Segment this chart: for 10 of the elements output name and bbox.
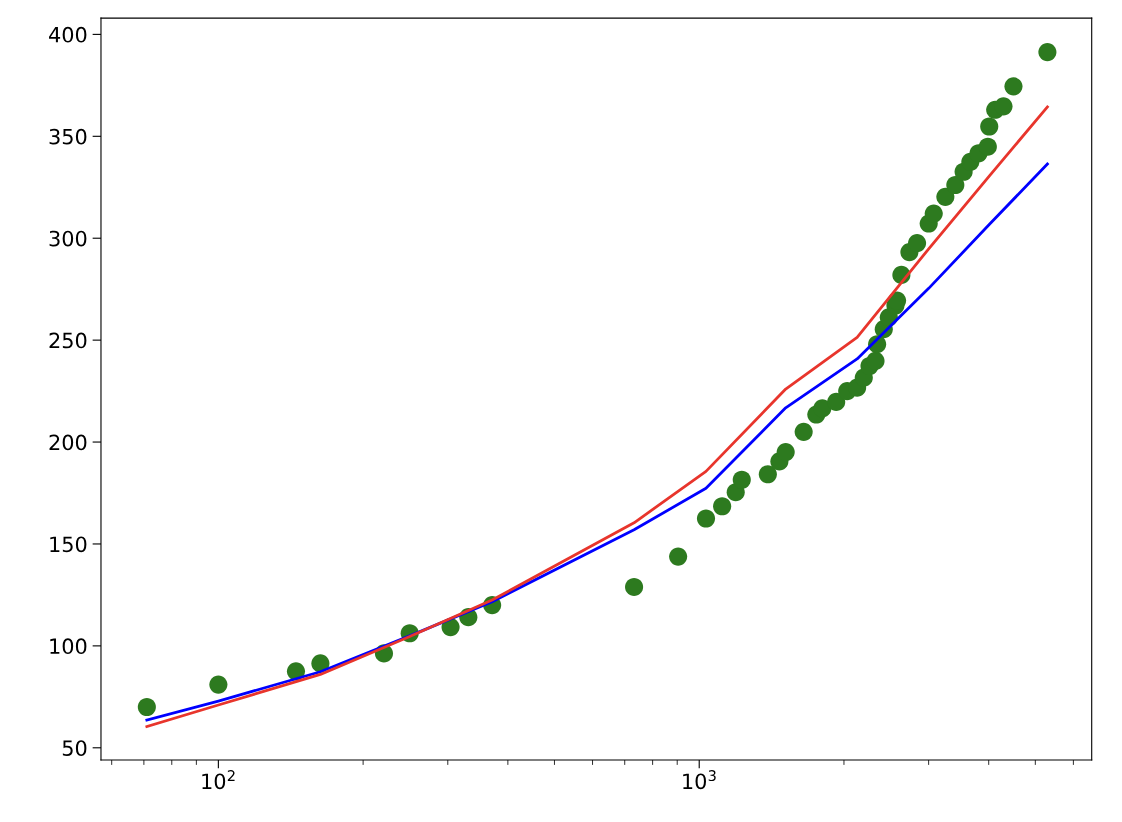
y-tick-label: 350 (49, 128, 87, 145)
y-tick-label: 300 (49, 230, 87, 247)
x-tick-label: 10$^{3}$ (683, 770, 716, 790)
x-tick-label: 10$^{2}$ (202, 770, 235, 790)
y-tick-label: 100 (50, 638, 87, 655)
y-tick-label: 250 (49, 332, 87, 349)
y-tick-label: 150 (50, 536, 87, 553)
y-tick-label: 50 (62, 740, 87, 756)
y-tick-label: 400 (49, 26, 87, 43)
y-tick-label: 200 (49, 434, 87, 451)
